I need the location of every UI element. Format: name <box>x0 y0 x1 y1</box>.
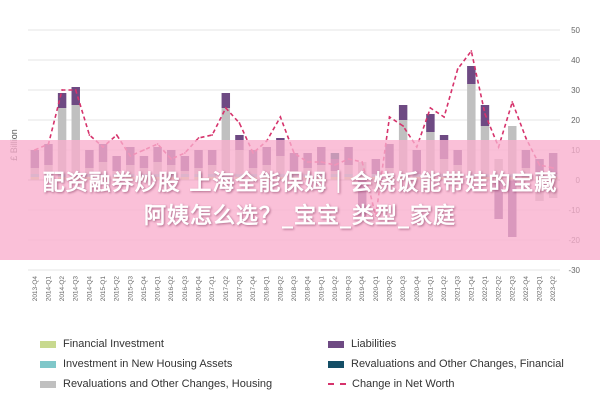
net-worth-point <box>61 89 64 91</box>
net-worth-point <box>238 122 241 124</box>
y-tick-label: 20 <box>571 116 580 125</box>
net-worth-point <box>197 137 200 139</box>
x-tick-label: 2020-Q4 <box>414 276 421 302</box>
x-tick-label: 2019-Q3 <box>346 276 353 302</box>
x-tick-label: 2019-Q2 <box>332 276 339 302</box>
x-tick-label: 2017-Q4 <box>250 276 257 302</box>
x-tick-label: 2014-Q1 <box>45 276 52 302</box>
legend-item-change-net-worth: Change in Net Worth <box>328 377 455 391</box>
x-tick-label: 2021-Q4 <box>468 276 475 302</box>
y-tick-label: -30 <box>568 266 580 275</box>
x-tick-label: 2019-Q4 <box>359 276 366 302</box>
legend-item-liabilities: Liabilities <box>328 337 396 351</box>
net-worth-point <box>443 116 445 118</box>
x-tick-label: 2013-Q4 <box>32 276 39 302</box>
banner-line-2: 阿姨怎么选？_宝宝_类型_家庭 <box>143 204 456 229</box>
net-worth-point <box>224 107 227 109</box>
x-tick-label: 2018-Q1 <box>264 276 271 302</box>
x-tick-label: 2020-Q2 <box>386 276 393 302</box>
x-tick-label: 2014-Q2 <box>59 276 66 302</box>
legend-swatch <box>328 340 344 348</box>
legend-item-investment-housing: Investment in New Housing Assets <box>40 357 232 371</box>
x-tick-label: 2022-Q4 <box>523 276 530 302</box>
bar-segment <box>71 87 80 105</box>
legend-label: Change in Net Worth <box>352 378 455 390</box>
net-worth-point <box>115 134 118 136</box>
net-worth-point <box>211 134 214 136</box>
bar-segment <box>467 66 476 84</box>
net-worth-point <box>484 113 486 115</box>
legend-label: Revaluations and Other Changes, Housing <box>63 378 273 390</box>
x-tick-label: 2017-Q1 <box>209 276 216 302</box>
legend: Financial Investment Liabilities Investm… <box>40 333 580 395</box>
net-worth-point <box>402 125 405 127</box>
legend-label: Financial Investment <box>63 338 164 350</box>
x-tick-label: 2015-Q2 <box>114 276 121 302</box>
bar-segment <box>221 93 231 108</box>
overlay-banner: 配资融券炒股 上海全能保姆｜会烧饭能带娃的宝藏 阿姨怎么选？_宝宝_类型_家庭 <box>0 140 600 260</box>
x-tick-label: 2020-Q3 <box>400 276 407 302</box>
x-tick-label: 2022-Q3 <box>509 276 516 302</box>
x-tick-label: 2022-Q2 <box>496 276 503 302</box>
x-tick-label: 2016-Q4 <box>196 276 203 302</box>
legend-dash <box>328 383 346 385</box>
legend-label: Liabilities <box>351 338 397 350</box>
net-worth-point <box>524 137 527 139</box>
x-tick-label: 2023-Q2 <box>550 276 557 302</box>
legend-swatch <box>40 340 56 348</box>
x-tick-label: 2021-Q2 <box>441 276 448 302</box>
legend-label: Revaluations and Other Changes, Financia… <box>351 358 564 370</box>
y-tick-label: 40 <box>571 56 580 65</box>
x-tick-label: 2015-Q4 <box>141 276 148 302</box>
legend-item-financial-investment: Financial Investment <box>40 337 164 351</box>
x-tick-label: 2015-Q1 <box>100 276 107 302</box>
legend-swatch <box>40 380 56 388</box>
x-tick-label: 2018-Q3 <box>291 276 298 302</box>
x-tick-label: 2017-Q2 <box>223 276 230 302</box>
x-tick-label: 2018-Q2 <box>277 276 284 302</box>
x-tick-label: 2014-Q4 <box>86 276 93 302</box>
legend-swatch <box>40 360 56 368</box>
x-tick-label: 2017-Q3 <box>236 276 243 302</box>
net-worth-point <box>429 107 432 109</box>
x-tick-label: 2022-Q1 <box>482 276 489 302</box>
net-worth-point <box>388 116 391 118</box>
bar-segment <box>467 84 476 174</box>
legend-swatch <box>328 360 344 368</box>
bar-segment <box>71 105 80 174</box>
net-worth-point <box>74 89 77 91</box>
net-worth-point <box>511 101 514 103</box>
x-tick-label: 2016-Q1 <box>155 276 162 302</box>
banner-line-1: 配资融券炒股 上海全能保姆｜会烧饭能带娃的宝藏 <box>42 171 558 196</box>
legend-item-revaluations-financial: Revaluations and Other Changes, Financia… <box>328 357 564 371</box>
x-tick-label: 2016-Q3 <box>182 276 189 302</box>
x-tick-label: 2021-Q1 <box>427 276 434 302</box>
x-tick-label: 2016-Q2 <box>168 276 175 302</box>
legend-item-revaluations-housing: Revaluations and Other Changes, Housing <box>40 377 272 391</box>
x-tick-label: 2023-Q1 <box>537 276 544 302</box>
x-tick-label: 2019-Q1 <box>318 276 325 302</box>
net-worth-point <box>279 116 282 118</box>
bar-segment <box>398 105 408 120</box>
legend-label: Investment in New Housing Assets <box>63 358 233 370</box>
bar-segment <box>57 93 67 108</box>
y-tick-label: 50 <box>571 26 580 35</box>
x-tick-label: 2014-Q3 <box>73 276 80 302</box>
x-tick-label: 2020-Q1 <box>373 276 380 302</box>
x-tick-label: 2021-Q3 <box>455 276 462 302</box>
net-worth-point <box>456 68 459 70</box>
x-tick-label: 2018-Q4 <box>305 276 312 302</box>
y-tick-label: 30 <box>571 86 580 95</box>
x-tick-label: 2015-Q3 <box>127 276 134 302</box>
net-worth-point <box>88 134 91 136</box>
bar-segment <box>426 114 435 132</box>
net-worth-point <box>470 50 473 52</box>
